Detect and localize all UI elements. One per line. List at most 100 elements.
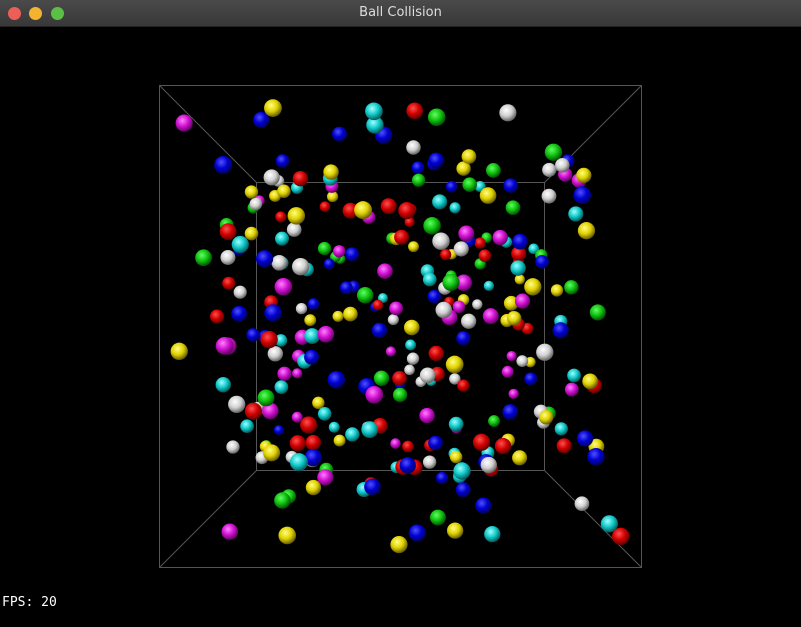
ball (366, 116, 384, 134)
ball (483, 280, 495, 291)
ball (505, 200, 521, 215)
close-button[interactable] (8, 7, 21, 20)
ball (422, 455, 437, 469)
ball (317, 325, 335, 343)
ball (215, 377, 231, 393)
ball (555, 157, 570, 173)
ball (442, 273, 460, 291)
cube-edge (159, 470, 257, 568)
ball (267, 346, 284, 362)
ball (427, 289, 442, 304)
ball (499, 104, 517, 122)
ball (472, 433, 491, 451)
ball (327, 190, 339, 203)
ball (394, 229, 409, 245)
ball (535, 255, 549, 269)
ball (564, 280, 579, 295)
ball (263, 444, 281, 462)
ball (512, 450, 528, 466)
ball (372, 299, 384, 311)
ball (453, 462, 471, 480)
ball (380, 198, 397, 215)
ball (231, 305, 248, 322)
ball (195, 249, 212, 267)
ball (430, 509, 446, 526)
ball (286, 222, 302, 237)
ball (305, 479, 322, 496)
ball (291, 411, 303, 423)
minimize-button[interactable] (29, 7, 42, 20)
ball (419, 407, 435, 424)
hud: FPS: 20 Size of the Cube: 20 Balls: 300 … (2, 563, 182, 627)
ball (403, 319, 420, 336)
ball (587, 447, 605, 466)
ball (576, 430, 594, 447)
ball (312, 396, 325, 410)
ball (377, 263, 393, 279)
ball (304, 349, 319, 365)
ball (233, 285, 247, 299)
ball (256, 250, 274, 268)
ball (480, 456, 497, 474)
ball (343, 306, 358, 322)
ball (219, 223, 237, 241)
ball (373, 370, 390, 386)
ball (456, 161, 471, 176)
ball (392, 387, 408, 403)
ball (244, 185, 259, 199)
cube-wireframe (159, 85, 642, 568)
ball (398, 202, 416, 220)
ball (538, 410, 554, 425)
ball (455, 274, 472, 291)
maximize-button[interactable] (51, 7, 64, 20)
ball (458, 225, 475, 242)
title-bar: Ball Collision (0, 0, 801, 27)
ball (432, 232, 450, 250)
ball (494, 437, 512, 455)
ball (552, 322, 569, 339)
ball (264, 304, 282, 322)
window-title: Ball Collision (359, 5, 442, 20)
ball (452, 300, 466, 314)
ball (554, 422, 568, 436)
ball (317, 407, 332, 421)
ball (474, 237, 486, 249)
ball (385, 346, 396, 357)
ball (574, 496, 590, 512)
ball (289, 453, 308, 472)
ball (295, 303, 308, 315)
ball (317, 241, 332, 256)
ball (411, 173, 426, 187)
ball (278, 526, 297, 545)
scene (159, 85, 642, 568)
ball (361, 421, 379, 439)
ball (263, 169, 280, 186)
ball (387, 314, 399, 326)
ball (214, 155, 233, 174)
ball (492, 229, 508, 246)
ball (541, 188, 557, 204)
ball (342, 202, 359, 219)
ball (274, 380, 289, 395)
ball (304, 448, 322, 467)
ball (556, 438, 572, 454)
ball (210, 309, 224, 324)
ball (274, 278, 293, 296)
ball (510, 260, 526, 276)
ball (589, 304, 606, 321)
ball (291, 258, 310, 276)
ball (612, 527, 630, 546)
ball (244, 402, 262, 420)
ball (428, 435, 443, 451)
ball (304, 314, 317, 327)
cube-edge (159, 85, 257, 183)
ball (371, 322, 388, 339)
ball (304, 328, 321, 344)
ball (456, 331, 471, 346)
ball (514, 293, 531, 309)
balls (170, 99, 630, 554)
ball (354, 201, 373, 220)
ball (231, 235, 249, 254)
ball (390, 438, 401, 449)
ball (528, 243, 540, 255)
